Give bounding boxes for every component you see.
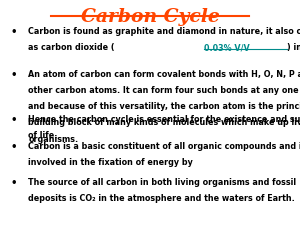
Text: other carbon atoms. It can form four such bonds at any one time: other carbon atoms. It can form four suc… [28, 86, 300, 95]
Text: Carbon is found as graphite and diamond in nature, it also occurs: Carbon is found as graphite and diamond … [28, 27, 300, 36]
Text: and because of this versatility, the carbon atom is the principal: and because of this versatility, the car… [28, 102, 300, 111]
Text: The source of all carbon in both living organisms and fossil: The source of all carbon in both living … [28, 178, 297, 187]
Text: involved in the fixation of energy by: involved in the fixation of energy by [28, 158, 196, 167]
Text: building block of many kinds of molecules which make up living: building block of many kinds of molecule… [28, 118, 300, 127]
Text: •: • [11, 142, 17, 152]
Text: Hence the carbon cycle is essential for the existence and survival: Hence the carbon cycle is essential for … [28, 115, 300, 124]
Text: of life.: of life. [28, 131, 58, 140]
Text: An atom of carbon can form covalent bonds with H, O, N, P and: An atom of carbon can form covalent bond… [28, 70, 300, 79]
Text: ) in the atmosphere.: ) in the atmosphere. [287, 43, 300, 52]
Text: Carbon Cycle: Carbon Cycle [81, 8, 219, 26]
Text: •: • [11, 115, 17, 125]
Text: organisms.: organisms. [28, 135, 79, 144]
Text: •: • [11, 178, 17, 188]
Text: Carbon is a basic constituent of all organic compounds and is: Carbon is a basic constituent of all org… [28, 142, 300, 151]
Text: •: • [11, 70, 17, 80]
Text: •: • [11, 27, 17, 37]
Text: as carbon dioxide (: as carbon dioxide ( [28, 43, 115, 52]
Text: deposits is CO₂ in the atmosphere and the waters of Earth.: deposits is CO₂ in the atmosphere and th… [28, 194, 295, 203]
Text: 0.03% V/V: 0.03% V/V [204, 43, 250, 52]
